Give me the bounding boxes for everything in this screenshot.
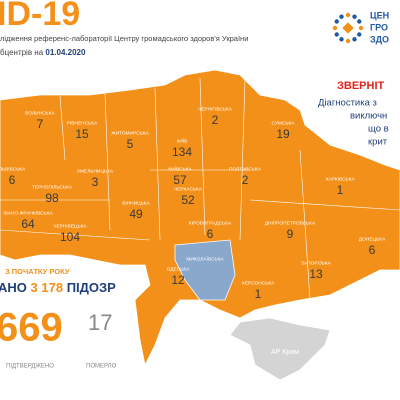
title: ID-19 xyxy=(0,0,80,33)
region-cases: 1 xyxy=(337,183,344,197)
confirmed-label: ПІДТВЕРДЖЕНО xyxy=(6,364,54,370)
logo-text: ЗДО xyxy=(370,34,389,44)
region-cases: 6 xyxy=(369,243,376,257)
region-name: ХАРКІВСЬКА xyxy=(325,176,355,182)
region-cases: 13 xyxy=(309,267,323,281)
region-cases: 2 xyxy=(212,113,219,127)
region-name: ЗАПОРІЗЬКА xyxy=(301,260,332,266)
region-cases: 3 xyxy=(92,175,99,189)
region-name: ХМЕЛЬНИЦЬКА xyxy=(77,168,114,174)
subtitle: лідження референс-лабораторії Центру гро… xyxy=(0,34,248,43)
logo-dot xyxy=(358,25,364,31)
region-name: ЛЬВІВСЬКА xyxy=(0,166,26,172)
date: 01.04.2020 xyxy=(45,48,86,57)
region-cases: 49 xyxy=(129,207,143,221)
region-name: РІВНЕНСЬКА xyxy=(67,120,98,126)
region-name: ЧЕРНІВЕЦЬКА xyxy=(53,223,87,229)
tested: АНО 3 178 ПІДОЗР xyxy=(0,280,116,295)
region-cases: 6 xyxy=(9,173,16,187)
region-name: СУМСЬКА xyxy=(272,120,296,126)
region-name: КИЇВ xyxy=(177,137,188,144)
notice: Діагностика з виключн що в крит xyxy=(318,98,389,148)
logo-text: ЦЕН xyxy=(370,10,389,20)
notice-line: виключн xyxy=(350,111,387,122)
region-name: ЧЕРКАСЬКА xyxy=(174,186,203,192)
logo-dot xyxy=(345,12,351,18)
region-cases: 1 xyxy=(255,287,262,301)
map-ukraine xyxy=(0,69,400,367)
logo-dot xyxy=(345,38,351,44)
notice-line: крит xyxy=(368,137,388,148)
region-name: ХЕРСОНСЬКА xyxy=(242,280,276,286)
region-cases: 19 xyxy=(276,127,290,141)
logo-text: ГРО xyxy=(370,22,388,32)
map-crimea xyxy=(229,317,331,381)
region-name: ОДЕСЬКА xyxy=(167,266,190,272)
region-name: ВІННИЦЬКА xyxy=(122,200,150,206)
deaths-label: ПОМЕРЛО xyxy=(86,364,117,370)
since-label: З ПОЧАТКУ РОКУ xyxy=(5,267,70,276)
logo-dot xyxy=(357,19,362,24)
region-cases: 64 xyxy=(21,217,35,231)
logo-center xyxy=(342,22,354,34)
region-cases: 15 xyxy=(75,127,89,141)
region-name: ВОЛИНСЬКА xyxy=(25,110,55,116)
region-cases: 5 xyxy=(127,137,134,151)
logo-dot xyxy=(334,32,339,37)
region-borders xyxy=(0,77,400,301)
region-cases: 134 xyxy=(172,145,192,159)
region-name: ІВАНО-ФРАНКІВСЬКА xyxy=(3,210,53,216)
logo-dot xyxy=(339,37,344,42)
region-cases: 57 xyxy=(173,173,187,187)
subtitle: бцентрів на 01.04.2020 xyxy=(0,48,86,57)
notice-line: що в xyxy=(368,124,389,135)
region-cases: 12 xyxy=(171,273,185,287)
logo-dot xyxy=(334,19,339,24)
region-cases: 7 xyxy=(37,117,44,131)
tested-suffix: ПІДОЗР xyxy=(67,280,116,295)
confirmed: 669 xyxy=(0,306,63,350)
region-name: КИЇВСЬКА xyxy=(168,165,192,172)
tested-count: 3 178 xyxy=(31,280,64,295)
region-name: ДОНЕЦЬКА xyxy=(359,236,386,242)
region-name: МИКОЛАЇВСЬКА xyxy=(186,255,224,262)
region-cases: 104 xyxy=(60,230,80,244)
region-cases: 52 xyxy=(181,193,195,207)
logo-dot xyxy=(357,32,362,37)
logo-dot xyxy=(352,14,357,19)
tested-prefix: АНО xyxy=(0,280,27,295)
region-cases: 6 xyxy=(207,227,214,241)
region-name: ТЕРНОПІЛЬСЬКА xyxy=(32,184,73,190)
region-name: ЧЕРНІГІВСЬКА xyxy=(198,106,233,112)
region-cases: 98 xyxy=(45,191,59,205)
region-cases: 2 xyxy=(242,173,249,187)
region-name: ДНІПРОПЕТРОВСЬКА xyxy=(265,220,316,226)
region-cases: 9 xyxy=(287,227,294,241)
logo-dot xyxy=(352,37,357,42)
logo-dot xyxy=(339,14,344,19)
region-name: ПОЛТАВСЬКА xyxy=(229,166,262,172)
deaths: 17 xyxy=(88,310,112,335)
logo: ЦЕН ГРО ЗДО xyxy=(332,10,389,44)
subtitle-prefix: бцентрів на xyxy=(0,48,44,57)
logo-dot xyxy=(332,25,338,31)
notice-title: ЗВЕРНІТ xyxy=(337,80,385,92)
region-name: ЖИТОМИРСЬКА xyxy=(111,130,149,136)
crimea-label: АР Крим xyxy=(271,349,299,356)
region-name: КІРОВОГРАДСЬКА xyxy=(189,220,232,226)
notice-line: Діагностика з xyxy=(318,98,377,109)
map-mykolaiv xyxy=(174,239,236,301)
